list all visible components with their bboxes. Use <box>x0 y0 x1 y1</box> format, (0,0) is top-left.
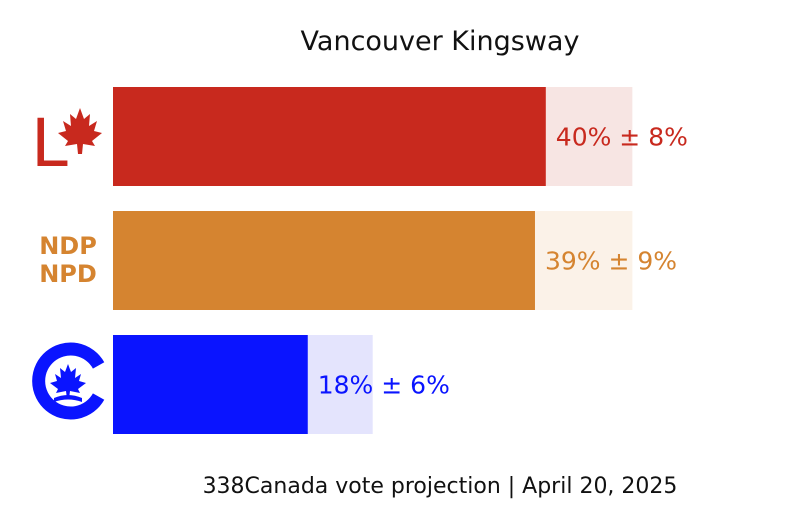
conservative-c-shape <box>32 342 105 420</box>
bar-ndp-label: 39% ± 9% <box>545 247 677 276</box>
ndp-logo-line1: NDP <box>39 232 97 260</box>
chart-title: Vancouver Kingsway <box>300 26 580 57</box>
bar-cpc <box>113 335 308 434</box>
conservative-logo-swoosh <box>54 395 82 402</box>
bar-cpc-label: 18% ± 6% <box>318 371 450 400</box>
maple-leaf-icon <box>58 108 102 154</box>
conservative-logo-icon <box>32 342 105 420</box>
ndp-logo-line2: NPD <box>39 260 97 288</box>
liberal-logo-icon: L <box>31 105 102 182</box>
bar-ndp <box>113 211 535 310</box>
liberal-logo-letter: L <box>31 105 68 182</box>
bar-lpc-label: 40% ± 8% <box>556 123 688 152</box>
bars-layer: 40% ± 8% 39% ± 9% 18% ± 6% <box>113 87 688 434</box>
maple-leaf-icon <box>50 364 86 399</box>
chart-footer: 338Canada vote projection | April 20, 20… <box>202 474 678 499</box>
bar-lpc <box>113 87 546 186</box>
ndp-logo-icon: NDP NPD <box>39 232 97 288</box>
